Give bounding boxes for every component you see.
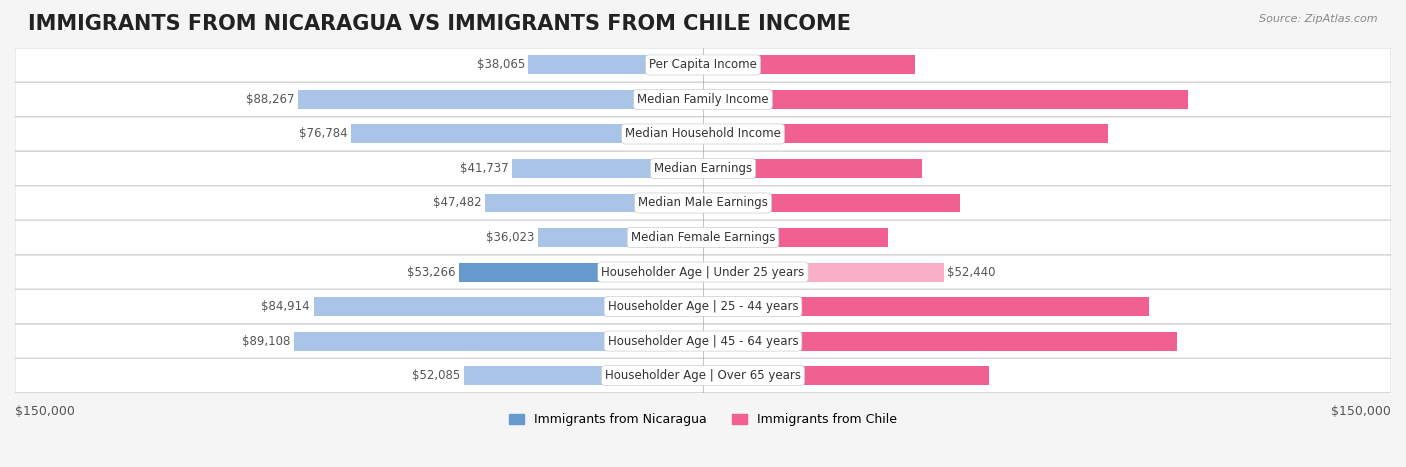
Text: Householder Age | 45 - 64 years: Householder Age | 45 - 64 years (607, 334, 799, 347)
Text: $53,266: $53,266 (406, 266, 456, 278)
FancyBboxPatch shape (15, 48, 1391, 82)
Bar (703, 297, 1149, 316)
Bar (464, 366, 703, 385)
Text: $103,412: $103,412 (1181, 334, 1243, 347)
Bar (703, 332, 1177, 351)
FancyBboxPatch shape (15, 152, 1391, 185)
Text: $88,267: $88,267 (246, 93, 295, 106)
Text: Per Capita Income: Per Capita Income (650, 58, 756, 71)
FancyBboxPatch shape (15, 290, 1391, 324)
Bar (485, 193, 703, 212)
Text: IMMIGRANTS FROM NICARAGUA VS IMMIGRANTS FROM CHILE INCOME: IMMIGRANTS FROM NICARAGUA VS IMMIGRANTS … (28, 14, 851, 34)
Bar (703, 125, 1108, 143)
Text: $105,655: $105,655 (1191, 93, 1253, 106)
Text: $47,482: $47,482 (433, 197, 482, 210)
Text: Source: ZipAtlas.com: Source: ZipAtlas.com (1260, 14, 1378, 24)
Bar (703, 193, 960, 212)
Bar (352, 125, 703, 143)
Text: $150,000: $150,000 (15, 405, 75, 418)
Text: $84,914: $84,914 (262, 300, 311, 313)
Text: Median Male Earnings: Median Male Earnings (638, 197, 768, 210)
Text: $47,697: $47,697 (925, 162, 979, 175)
Bar (703, 366, 988, 385)
Text: Median Household Income: Median Household Income (626, 127, 780, 141)
Bar (314, 297, 703, 316)
Text: $38,065: $38,065 (477, 58, 524, 71)
Text: $46,213: $46,213 (918, 58, 972, 71)
Legend: Immigrants from Nicaragua, Immigrants from Chile: Immigrants from Nicaragua, Immigrants fr… (505, 409, 901, 432)
Text: Householder Age | Over 65 years: Householder Age | Over 65 years (605, 369, 801, 382)
Bar (458, 262, 703, 282)
Text: Householder Age | 25 - 44 years: Householder Age | 25 - 44 years (607, 300, 799, 313)
FancyBboxPatch shape (15, 220, 1391, 255)
Text: Median Female Earnings: Median Female Earnings (631, 231, 775, 244)
FancyBboxPatch shape (15, 324, 1391, 358)
FancyBboxPatch shape (15, 83, 1391, 116)
Text: $36,023: $36,023 (486, 231, 534, 244)
Bar (529, 56, 703, 74)
Text: $88,388: $88,388 (1112, 127, 1166, 141)
Text: Householder Age | Under 25 years: Householder Age | Under 25 years (602, 266, 804, 278)
Bar (537, 228, 703, 247)
FancyBboxPatch shape (15, 117, 1391, 151)
Bar (703, 228, 889, 247)
FancyBboxPatch shape (15, 255, 1391, 289)
Text: $52,085: $52,085 (412, 369, 461, 382)
Text: $97,159: $97,159 (1152, 300, 1206, 313)
Bar (703, 262, 943, 282)
Bar (703, 159, 922, 178)
Text: $150,000: $150,000 (1331, 405, 1391, 418)
Text: $76,784: $76,784 (298, 127, 347, 141)
Text: Median Family Income: Median Family Income (637, 93, 769, 106)
Bar (512, 159, 703, 178)
Bar (703, 56, 915, 74)
Bar (703, 90, 1188, 109)
Bar (294, 332, 703, 351)
Bar (298, 90, 703, 109)
Text: $62,354: $62,354 (993, 369, 1046, 382)
Text: $40,353: $40,353 (891, 231, 945, 244)
FancyBboxPatch shape (15, 186, 1391, 220)
Text: $55,954: $55,954 (963, 197, 1017, 210)
Text: Median Earnings: Median Earnings (654, 162, 752, 175)
FancyBboxPatch shape (15, 359, 1391, 392)
Text: $41,737: $41,737 (460, 162, 508, 175)
Text: $52,440: $52,440 (948, 266, 995, 278)
Text: $89,108: $89,108 (242, 334, 291, 347)
